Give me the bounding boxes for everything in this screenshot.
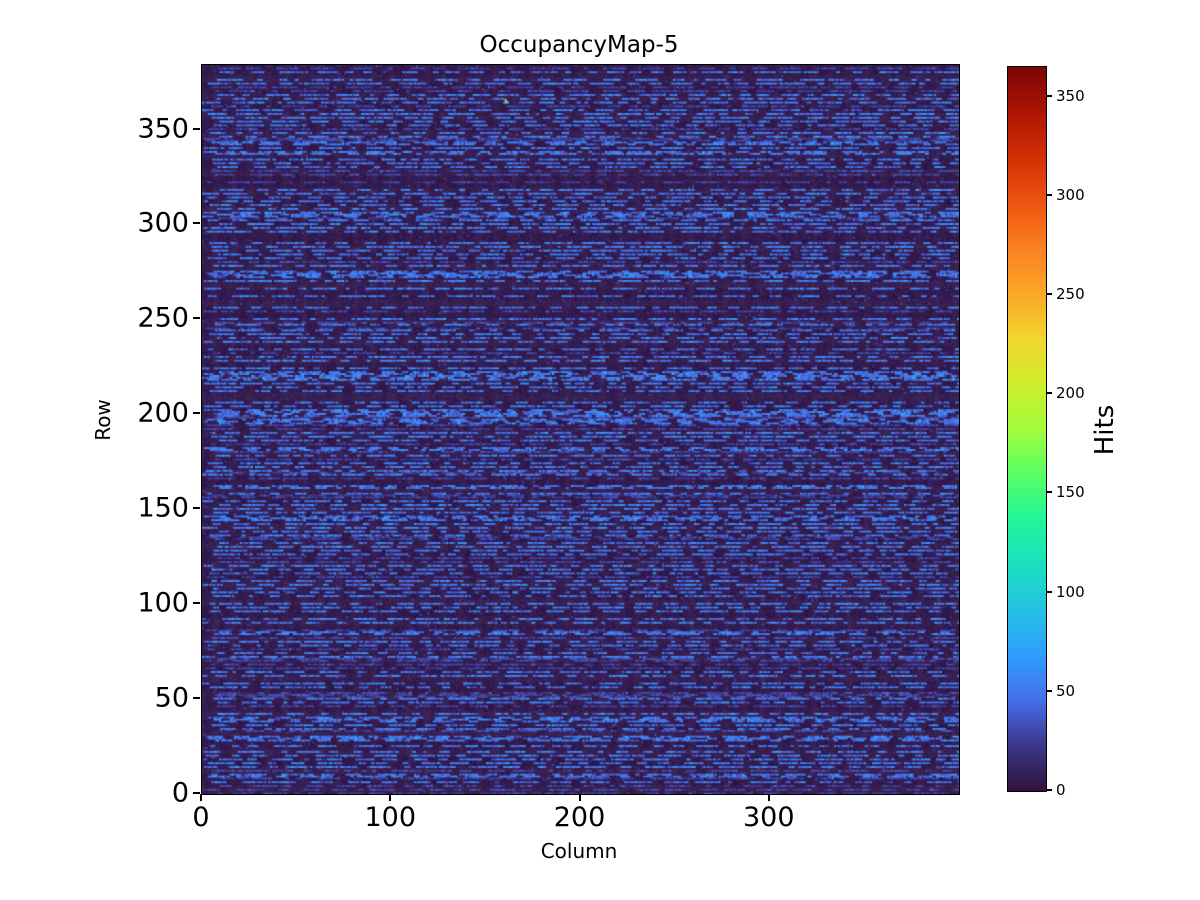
y-tick-label: 150 [137, 492, 189, 524]
colorbar-tick-mark [1047, 590, 1052, 593]
colorbar-tick-mark [1047, 789, 1052, 791]
y-tick-mark [193, 507, 200, 510]
colorbar-tick-label: 150 [1056, 483, 1085, 502]
x-tick-mark [200, 794, 202, 801]
x-tick-mark [767, 794, 770, 801]
colorbar-tick-label: 100 [1056, 582, 1085, 601]
y-tick-label: 100 [137, 587, 189, 619]
y-tick-mark [193, 602, 200, 605]
y-tick-mark [193, 317, 200, 320]
x-tick-mark [389, 794, 392, 801]
colorbar-tick-mark [1047, 491, 1052, 494]
colorbar-tick-mark [1047, 293, 1052, 296]
colorbar-gradient [1008, 67, 1046, 791]
y-tick-mark [193, 697, 200, 700]
y-tick-label: 0 [171, 777, 189, 809]
x-tick-label: 0 [192, 802, 210, 833]
y-tick-label: 200 [137, 397, 189, 429]
y-tick-mark [193, 792, 200, 794]
colorbar-tick-label: 350 [1056, 86, 1085, 105]
y-tick-mark [193, 412, 200, 415]
colorbar-tick-label: 200 [1056, 384, 1085, 403]
colorbar [1007, 66, 1047, 792]
plot-area [201, 64, 960, 795]
chart-title: OccupancyMap-5 [479, 32, 679, 58]
colorbar-tick-label: 300 [1056, 185, 1085, 204]
colorbar-tick-label: 250 [1056, 285, 1085, 304]
y-tick-mark [193, 222, 200, 225]
x-tick-label: 200 [553, 802, 606, 833]
y-tick-mark [193, 127, 200, 130]
colorbar-tick-label: 50 [1056, 681, 1076, 700]
x-tick-label: 300 [742, 802, 795, 833]
y-tick-label: 50 [154, 682, 189, 714]
colorbar-tick-mark [1047, 193, 1052, 196]
colorbar-tick-label: 0 [1056, 781, 1066, 799]
colorbar-tick-mark [1047, 689, 1052, 692]
y-tick-label: 300 [137, 207, 189, 239]
y-tick-label: 250 [137, 302, 189, 334]
colorbar-tick-mark [1047, 392, 1052, 395]
x-axis-label: Column [540, 839, 618, 863]
y-tick-label: 350 [137, 113, 189, 145]
colorbar-label: Hits [1090, 404, 1120, 456]
y-axis-label: Row [91, 399, 115, 441]
x-tick-label: 100 [364, 802, 417, 833]
x-tick-mark [578, 794, 581, 801]
occupancy-heatmap-canvas [202, 65, 959, 794]
colorbar-tick-mark [1047, 94, 1052, 97]
